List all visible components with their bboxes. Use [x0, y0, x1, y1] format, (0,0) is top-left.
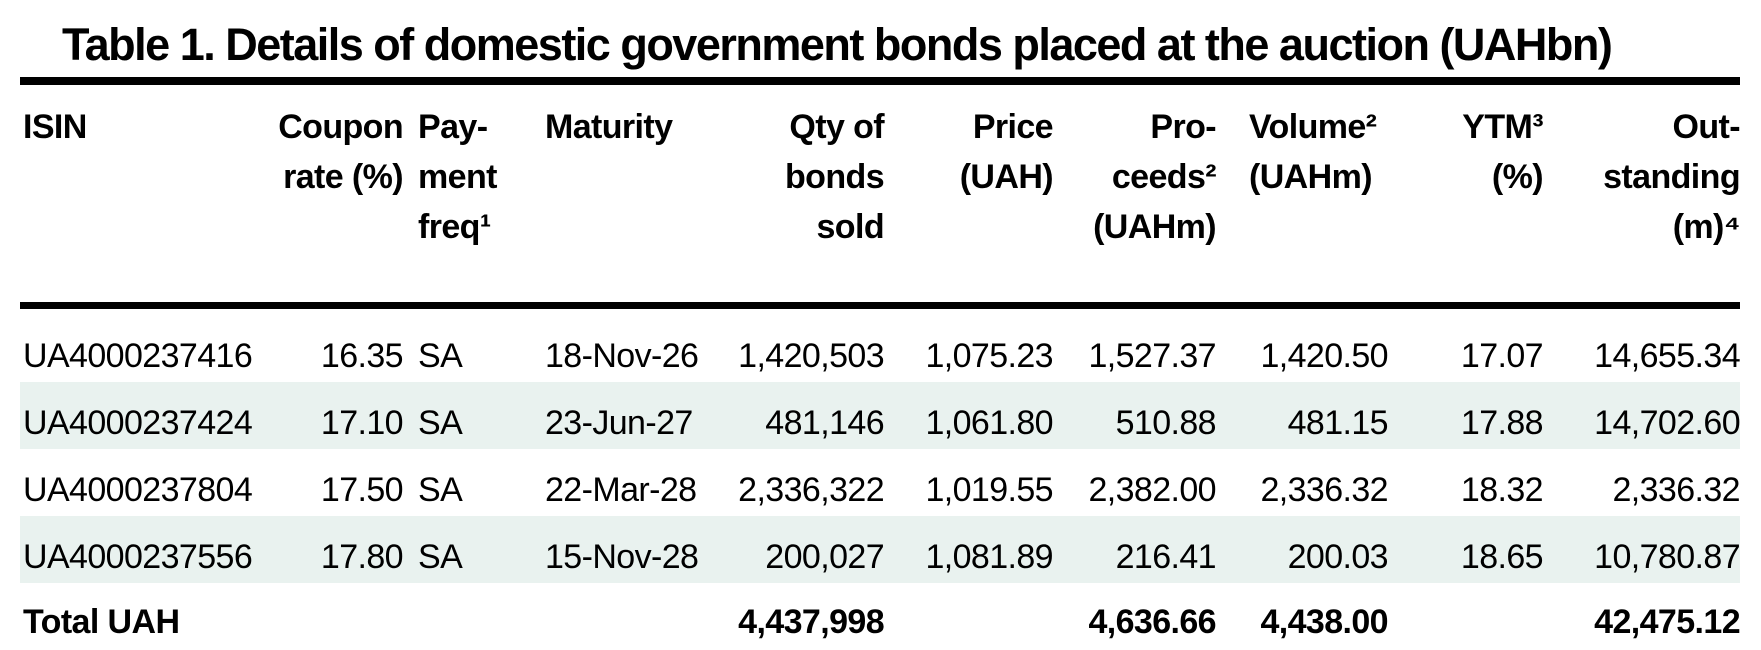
- table-row: UA4000237556 17.80 SA 15-Nov-28 200,027 …: [20, 516, 1741, 583]
- total-payment-freq: [403, 583, 513, 650]
- cell-price: 1,019.55: [925, 471, 1053, 509]
- col-header-maturity: Maturity: [513, 85, 708, 309]
- header-line: (UAHm): [1093, 208, 1217, 246]
- header-line: (%): [1491, 158, 1544, 196]
- cell-price: 1,061.80: [925, 404, 1053, 442]
- cell-ytm: 17.07: [1460, 337, 1544, 375]
- col-header-isin: ISIN: [20, 85, 275, 309]
- table-title: Table 1. Details of domestic government …: [62, 19, 1613, 70]
- total-coupon-rate: [275, 583, 403, 650]
- total-outstanding: 42,475.12: [1594, 603, 1740, 641]
- header-line: Out-: [1672, 108, 1741, 146]
- cell-volume: 200.03: [1287, 538, 1389, 576]
- header-line: Pro-: [1150, 108, 1216, 146]
- cell-proceeds: 1,527.37: [1088, 337, 1216, 375]
- cell-qty-sold: 1,420,503: [738, 337, 884, 375]
- cell-ytm: 18.32: [1460, 471, 1544, 509]
- cell-qty-sold: 481,146: [765, 404, 884, 442]
- header-line: rate (%): [283, 158, 404, 196]
- header-line: Maturity: [545, 108, 673, 146]
- cell-coupon-rate: 17.10: [320, 404, 404, 442]
- total-price: [884, 583, 1053, 650]
- cell-isin: UA4000237416: [23, 337, 253, 375]
- cell-payment-freq: SA: [418, 337, 463, 375]
- header-line: freq¹: [418, 208, 491, 246]
- table-row: UA4000237416 16.35 SA 18-Nov-26 1,420,50…: [20, 305, 1741, 382]
- total-ytm: [1388, 583, 1543, 650]
- bonds-table: ISIN Coupon rate (%) Pay- ment freq¹ Mat…: [20, 85, 1741, 650]
- cell-coupon-rate: 16.35: [320, 337, 404, 375]
- total-row: Total UAH 4,437,998 4,636.66 4,438.00 42…: [20, 583, 1741, 650]
- cell-volume: 481.15: [1287, 404, 1389, 442]
- col-header-proceeds: Pro- ceeds² (UAHm): [1053, 85, 1217, 309]
- cell-ytm: 17.88: [1460, 404, 1544, 442]
- cell-outstanding: 14,702.60: [1594, 404, 1740, 442]
- header-line: (UAHm): [1249, 158, 1373, 196]
- cell-volume: 1,420.50: [1260, 337, 1388, 375]
- header-line: YTM³: [1462, 108, 1543, 146]
- cell-qty-sold: 200,027: [765, 538, 884, 576]
- header-line: (m)⁴: [1672, 208, 1741, 246]
- header-line: Coupon: [278, 108, 403, 146]
- header-line: standing: [1603, 158, 1740, 196]
- header-line: Volume²: [1249, 108, 1377, 146]
- cell-volume: 2,336.32: [1260, 471, 1388, 509]
- cell-proceeds: 2,382.00: [1088, 471, 1216, 509]
- total-proceeds: 4,636.66: [1088, 603, 1216, 641]
- cell-isin: UA4000237556: [23, 538, 253, 576]
- header-line: (UAH): [959, 158, 1054, 196]
- cell-coupon-rate: 17.80: [320, 538, 404, 576]
- cell-ytm: 18.65: [1460, 538, 1544, 576]
- cell-payment-freq: SA: [418, 404, 463, 442]
- header-line: bonds: [785, 158, 885, 196]
- cell-outstanding: 14,655.34: [1594, 337, 1740, 375]
- header-line: ISIN: [23, 108, 87, 146]
- title-rule: [20, 77, 1740, 85]
- cell-maturity: 22-Mar-28: [545, 471, 697, 509]
- table-row: UA4000237804 17.50 SA 22-Mar-28 2,336,32…: [20, 449, 1741, 516]
- col-header-payment-freq: Pay- ment freq¹: [403, 85, 513, 309]
- col-header-ytm: YTM³ (%): [1388, 85, 1544, 309]
- col-header-volume: Volume² (UAHm): [1216, 85, 1388, 309]
- total-maturity: [513, 583, 708, 650]
- cell-maturity: 23-Jun-27: [545, 404, 693, 442]
- header-line: sold: [816, 208, 885, 246]
- cell-payment-freq: SA: [418, 538, 463, 576]
- cell-outstanding: 2,336.32: [1612, 471, 1740, 509]
- total-qty-sold: 4,437,998: [738, 603, 884, 641]
- cell-coupon-rate: 17.50: [320, 471, 404, 509]
- cell-maturity: 15-Nov-28: [545, 538, 699, 576]
- cell-maturity: 18-Nov-26: [545, 337, 699, 375]
- cell-qty-sold: 2,336,322: [738, 471, 884, 509]
- header-line: Price: [972, 108, 1054, 146]
- cell-isin: UA4000237424: [23, 404, 253, 442]
- cell-proceeds: 216.41: [1115, 538, 1217, 576]
- col-header-coupon-rate: Coupon rate (%): [275, 85, 404, 309]
- cell-payment-freq: SA: [418, 471, 463, 509]
- header-line: ment: [418, 158, 497, 196]
- col-header-qty-sold: Qty of bonds sold: [708, 85, 885, 309]
- table-row: UA4000237424 17.10 SA 23-Jun-27 481,146 …: [20, 382, 1741, 449]
- col-header-outstanding: Out- standing (m)⁴: [1543, 85, 1741, 309]
- header-line: ceeds²: [1111, 158, 1217, 196]
- cell-price: 1,075.23: [925, 337, 1053, 375]
- header-line: Pay-: [418, 108, 488, 146]
- header-line: Qty of: [789, 108, 884, 146]
- cell-price: 1,081.89: [925, 538, 1053, 576]
- col-header-price: Price (UAH): [884, 85, 1054, 309]
- cell-isin: UA4000237804: [23, 471, 253, 509]
- header-row: ISIN Coupon rate (%) Pay- ment freq¹ Mat…: [20, 85, 1741, 309]
- cell-outstanding: 10,780.87: [1594, 538, 1740, 576]
- total-label: Total UAH: [23, 603, 180, 641]
- cell-proceeds: 510.88: [1115, 404, 1217, 442]
- total-volume: 4,438.00: [1260, 603, 1388, 641]
